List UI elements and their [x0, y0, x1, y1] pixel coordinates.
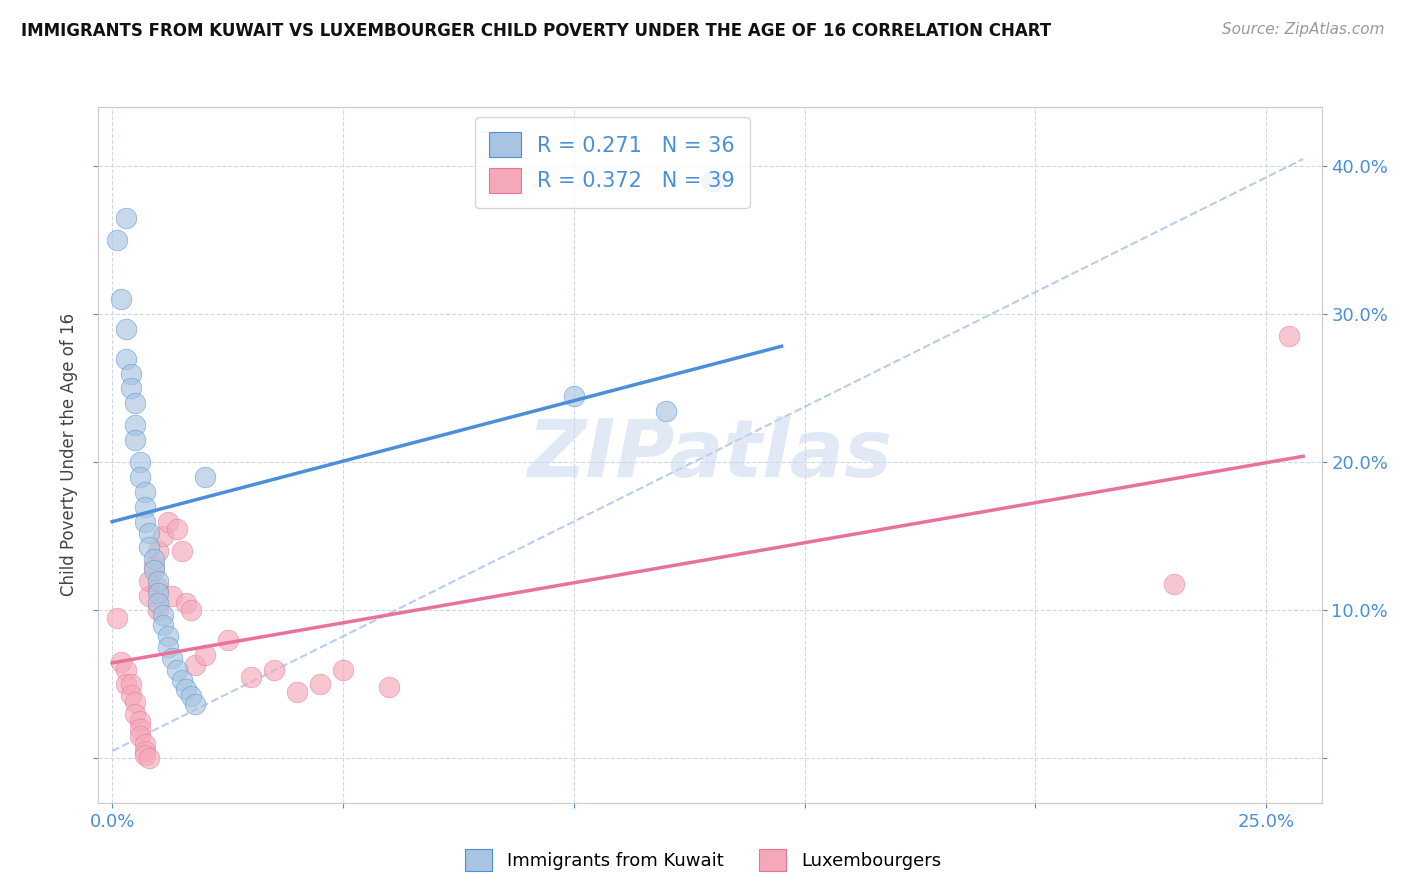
Legend: Immigrants from Kuwait, Luxembourgers: Immigrants from Kuwait, Luxembourgers: [458, 842, 948, 879]
Point: [285, 685, 308, 699]
Text: IMMIGRANTS FROM KUWAIT VS LUXEMBOURGER CHILD POVERTY UNDER THE AGE OF 16 CORRELA: IMMIGRANTS FROM KUWAIT VS LUXEMBOURGER C…: [21, 22, 1052, 40]
Point: [134, 744, 156, 758]
Point: [134, 515, 156, 529]
Point: [170, 673, 193, 687]
Point: [655, 403, 678, 417]
Point: [120, 677, 142, 691]
Point: [152, 529, 174, 543]
Legend: R = 0.271   N = 36, R = 0.372   N = 39: R = 0.271 N = 36, R = 0.372 N = 39: [475, 118, 749, 208]
Point: [180, 603, 202, 617]
Text: Source: ZipAtlas.com: Source: ZipAtlas.com: [1222, 22, 1385, 37]
Point: [129, 470, 152, 484]
Point: [129, 455, 152, 469]
Point: [142, 551, 165, 566]
Point: [110, 655, 132, 669]
Point: [105, 611, 128, 625]
Point: [115, 351, 138, 366]
Text: ZIPatlas: ZIPatlas: [527, 416, 893, 494]
Point: [138, 589, 160, 603]
Point: [120, 367, 142, 381]
Point: [184, 658, 207, 673]
Point: [148, 585, 170, 599]
Point: [309, 677, 332, 691]
Point: [148, 544, 170, 558]
Point: [134, 737, 156, 751]
Point: [148, 596, 170, 610]
Point: [1163, 576, 1185, 591]
Point: [138, 574, 160, 588]
Point: [138, 526, 160, 541]
Point: [138, 540, 160, 554]
Point: [702, 174, 724, 188]
Point: [156, 628, 179, 642]
Point: [148, 603, 170, 617]
Point: [129, 714, 152, 729]
Point: [162, 650, 184, 665]
Point: [124, 706, 146, 721]
Point: [110, 293, 132, 307]
Point: [194, 648, 217, 662]
Point: [162, 589, 184, 603]
Point: [105, 233, 128, 247]
Point: [1278, 329, 1301, 343]
Point: [124, 396, 146, 410]
Point: [174, 596, 197, 610]
Y-axis label: Child Poverty Under the Age of 16: Child Poverty Under the Age of 16: [59, 313, 77, 597]
Point: [124, 433, 146, 447]
Point: [134, 500, 156, 514]
Point: [174, 681, 197, 696]
Point: [152, 618, 174, 632]
Point: [115, 211, 138, 225]
Point: [170, 544, 193, 558]
Point: [148, 574, 170, 588]
Point: [180, 690, 202, 704]
Point: [156, 640, 179, 655]
Point: [129, 722, 152, 736]
Point: [124, 418, 146, 433]
Point: [378, 681, 401, 695]
Point: [217, 632, 239, 647]
Point: [239, 670, 262, 684]
Point: [115, 677, 138, 691]
Point: [156, 515, 179, 529]
Point: [166, 522, 188, 536]
Point: [129, 729, 152, 743]
Point: [148, 581, 170, 595]
Point: [138, 751, 160, 765]
Point: [115, 663, 138, 677]
Point: [115, 322, 138, 336]
Point: [562, 389, 585, 403]
Point: [332, 663, 354, 677]
Point: [120, 688, 142, 702]
Point: [184, 697, 207, 711]
Point: [142, 558, 165, 573]
Point: [142, 563, 165, 577]
Point: [120, 381, 142, 395]
Point: [263, 663, 285, 677]
Point: [134, 484, 156, 499]
Point: [152, 607, 174, 622]
Point: [134, 748, 156, 763]
Point: [166, 663, 188, 677]
Point: [194, 470, 217, 484]
Point: [124, 695, 146, 709]
